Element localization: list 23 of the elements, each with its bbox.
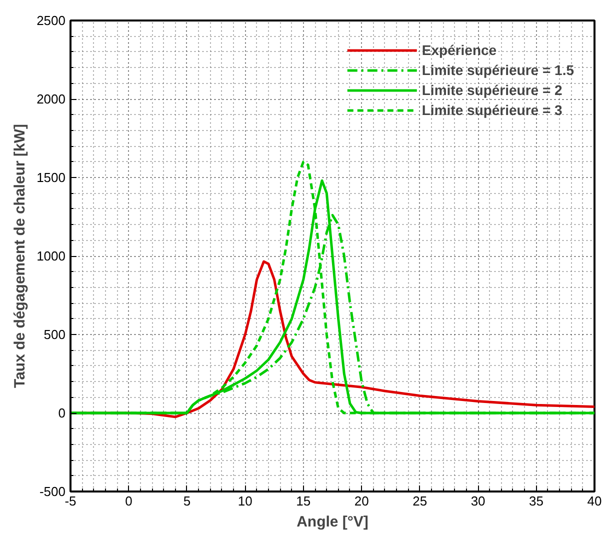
y-tick-label: 2500 xyxy=(36,13,66,28)
y-tick-label: 1000 xyxy=(36,248,66,264)
x-tick-label: 5 xyxy=(183,494,191,508)
x-tick-label: -5 xyxy=(64,494,76,508)
legend-label: Expérience xyxy=(422,42,497,58)
legend-label: Limite supérieure = 3 xyxy=(422,102,562,118)
x-tick-label: 40 xyxy=(587,494,602,508)
legend-label: Limite supérieure = 2 xyxy=(422,82,562,98)
y-tick-label: 0 xyxy=(58,406,66,420)
x-tick-label: 15 xyxy=(296,494,311,508)
legend-label: Limite supérieure = 1.5 xyxy=(422,62,574,78)
x-tick-label: 35 xyxy=(529,494,544,508)
y-tick-label: -500 xyxy=(39,484,66,499)
x-tick-label: 30 xyxy=(470,494,486,508)
y-tick-label: 500 xyxy=(44,327,66,342)
x-tick-label: 10 xyxy=(238,494,252,508)
x-axis-title: Angle [°V] xyxy=(296,514,368,530)
x-tick-label: 25 xyxy=(412,494,428,508)
x-tick-label: 0 xyxy=(125,494,132,508)
y-axis-title: Taux de dégagement de chaleur [kW] xyxy=(12,124,29,388)
y-tick-label: 2000 xyxy=(36,92,66,106)
x-tick-label: 20 xyxy=(354,494,369,508)
y-tick-label: 1500 xyxy=(36,170,66,185)
